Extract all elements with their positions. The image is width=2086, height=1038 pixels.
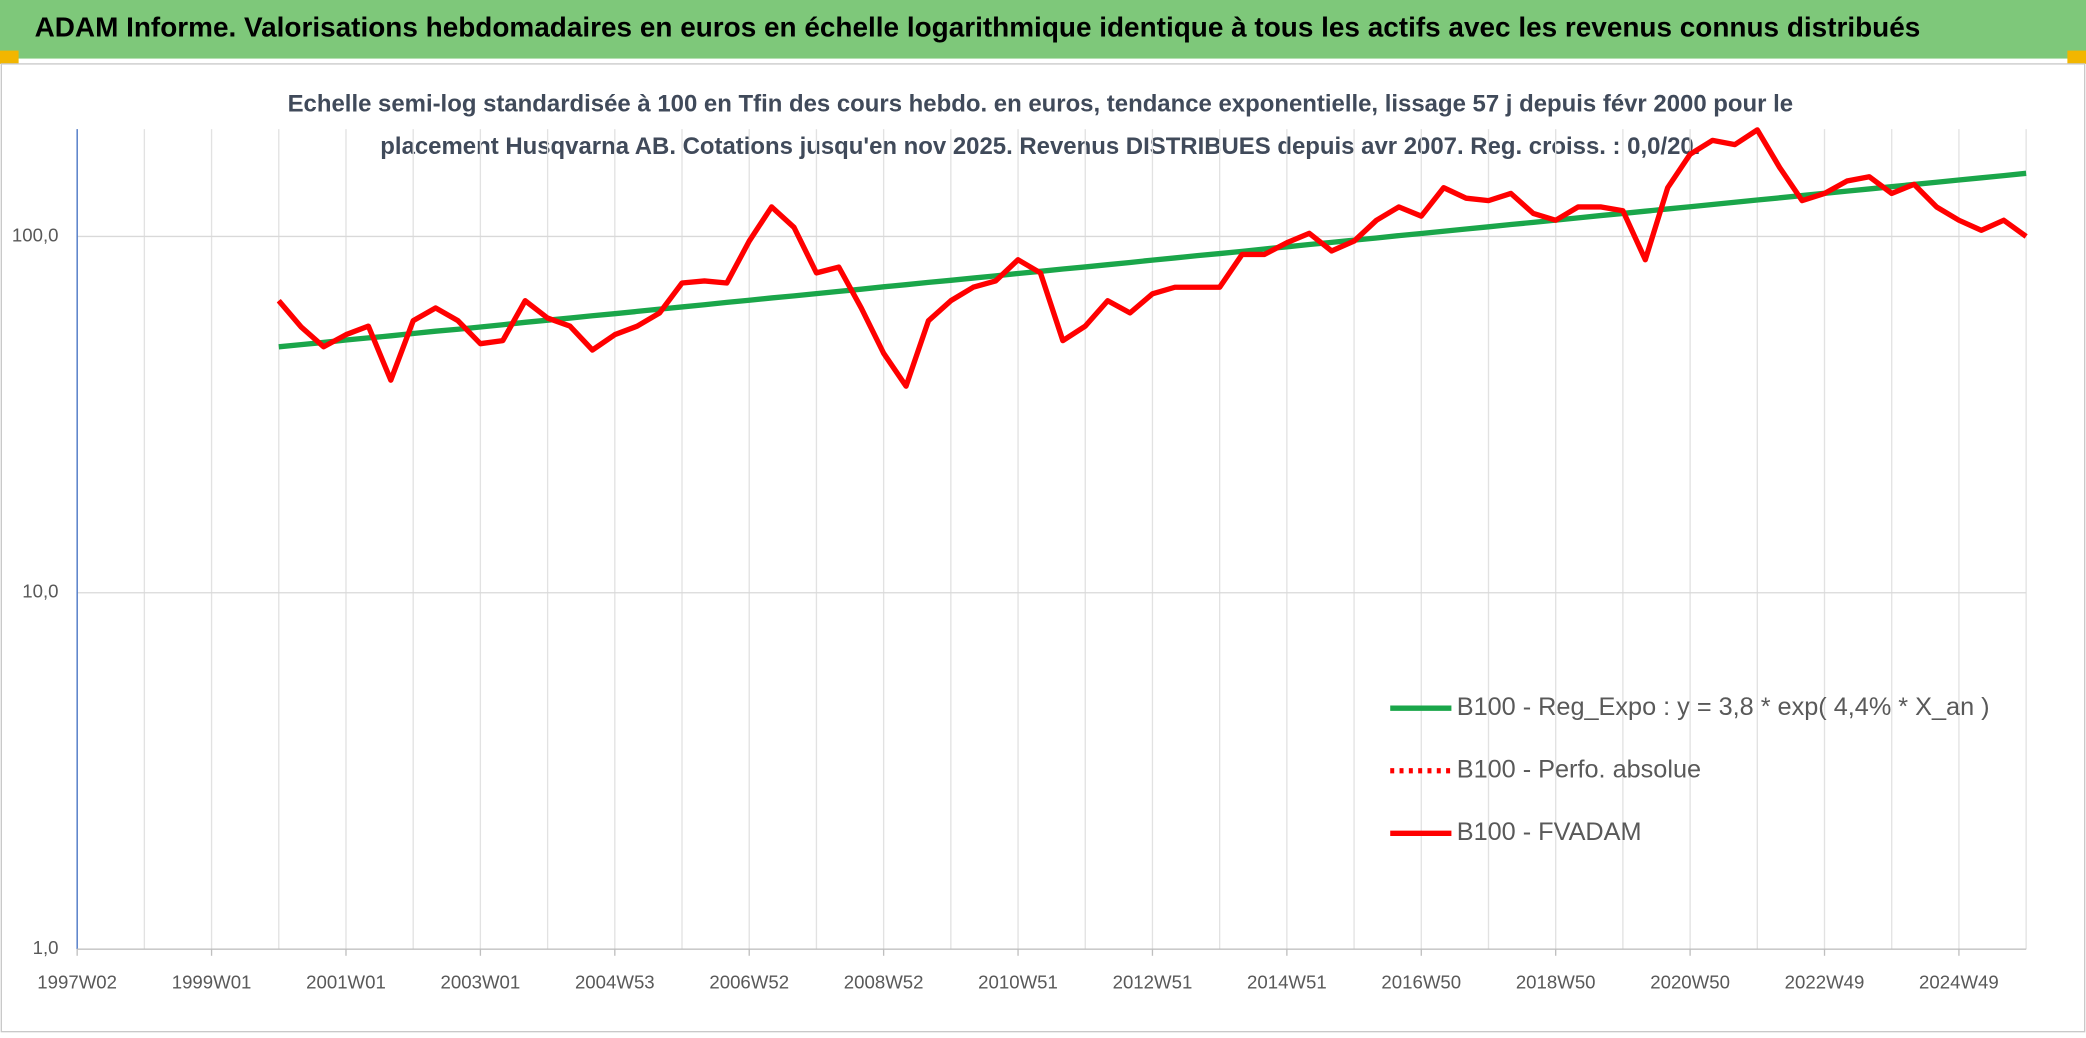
x-tick-label: 2010W51 — [978, 972, 1058, 993]
x-tick-label: 2016W50 — [1381, 972, 1461, 993]
x-tick-label: 2012W51 — [1113, 972, 1193, 993]
title-bar — [0, 0, 2086, 59]
x-tick-label: 2001W01 — [306, 972, 386, 993]
chart-title: ADAM Informe. Valorisations hebdomadaire… — [35, 12, 1921, 43]
corner — [2067, 50, 2086, 64]
y-tick-label: 100,0 — [12, 224, 59, 245]
series-line — [276, 127, 2028, 389]
x-tick-label: 2006W52 — [709, 972, 789, 993]
x-tick-label: 2014W51 — [1247, 972, 1327, 993]
x-tick-label: 1997W02 — [37, 972, 117, 993]
x-tick-label: 2024W49 — [1919, 972, 1999, 993]
x-tick-label: 2020W50 — [1650, 972, 1730, 993]
corner — [0, 50, 19, 64]
legend-label: B100 - Perfo. absolue — [1457, 755, 1701, 783]
y-tick-label: 10,0 — [22, 581, 58, 602]
chart-frame — [0, 63, 2086, 1033]
series-line — [278, 170, 2027, 350]
x-tick-label: 1999W01 — [172, 972, 252, 993]
x-tick-label: 2003W01 — [441, 972, 521, 993]
subtitle: Echelle semi-log standardisée à 100 en T… — [288, 90, 1793, 117]
y-tick-label: 1,0 — [33, 937, 59, 958]
x-tick-label: 2022W49 — [1785, 972, 1865, 993]
legend-label: B100 - FVADAM — [1457, 818, 1642, 846]
x-tick-label: 2008W52 — [844, 972, 924, 993]
legend-label: B100 - Reg_Expo : y = 3,8 * exp( 4,4% * … — [1457, 693, 1990, 721]
x-tick-label: 2018W50 — [1516, 972, 1596, 993]
x-tick-label: 2004W53 — [575, 972, 655, 993]
subtitle: placement Husqvarna AB. Cotations jusqu'… — [380, 133, 1700, 160]
